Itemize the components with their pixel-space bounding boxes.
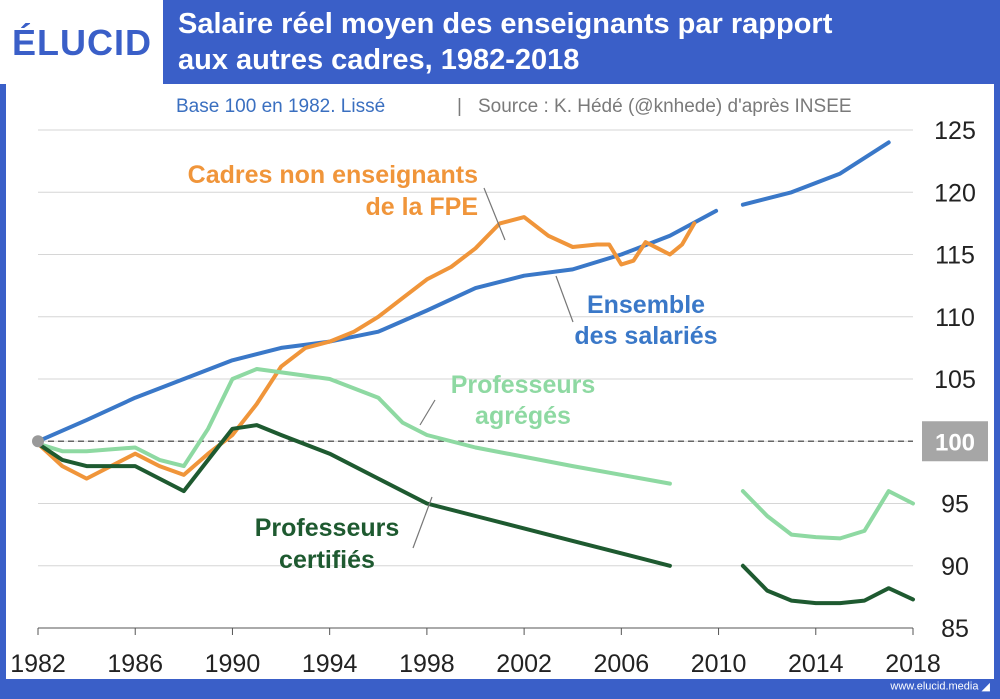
x-tick-label-2002: 2002 (496, 650, 552, 678)
subtitle-source: Source : K. Hédé (@knhede) d'après INSEE (478, 96, 852, 117)
x-tick-label-2018: 2018 (885, 650, 941, 678)
x-tick-label-1986: 1986 (107, 650, 163, 678)
series-cadres-segment-1 (36, 215, 697, 481)
series-label-certifies-line-1: Professeurs (255, 514, 400, 542)
footer: www.elucid.media ◢ (800, 680, 990, 698)
logo-text: ÉLUCID (12, 22, 152, 63)
series-label-agreges-line-1: Professeurs (451, 371, 596, 399)
title-line-2: aux autres cadres, 1982-2018 (178, 44, 580, 76)
grid-layer: 125 120 115 110 105 100 95 90 85 1982 1986 1990 1994… (10, 117, 988, 678)
series-certifies-segment-2 (740, 563, 915, 606)
logo-mark-icon: ◢ (981, 681, 990, 693)
series-label-cadres-line-1: Cadres non enseignants (188, 161, 478, 189)
title-line-1: Salaire réel moyen des enseignants par r… (178, 8, 833, 40)
y-tick-label-85: 85 (941, 615, 969, 643)
series-ensemble-segment-2 (740, 140, 891, 207)
y-tick-label-95: 95 (941, 491, 969, 519)
header: ÉLUCID Salaire réel moyen des enseignant… (0, 0, 1000, 84)
y-tick-label-120: 120 (934, 179, 976, 207)
series-label-certifies-line-2: certifiés (279, 546, 375, 574)
chart-panel (6, 84, 994, 679)
logo[interactable]: ÉLUCID (0, 0, 163, 84)
series-label-ensemble-line-1: Ensemble (587, 291, 705, 319)
series-label-ensemble-line-2: des salariés (574, 322, 717, 350)
series-agreges-segment-2 (740, 489, 915, 541)
chart-title: Salaire réel moyen des enseignants par r… (178, 6, 978, 78)
x-tick-label-1990: 1990 (205, 650, 261, 678)
label-layer: Ensemble des salariés Cadres non enseignan… (188, 161, 718, 574)
y-tick-label-105: 105 (934, 366, 976, 394)
series-certifies-segment-1 (36, 423, 672, 568)
subtitle-base: Base 100 en 1982. Lissé (176, 96, 385, 117)
series-ensemble-segment-1 (36, 208, 719, 444)
x-tick-label-2014: 2014 (788, 650, 844, 678)
x-tick-label-1998: 1998 (399, 650, 455, 678)
x-tick-label-1982: 1982 (10, 650, 66, 678)
y-tick-label-90: 90 (941, 553, 969, 581)
y-tick-label-110: 110 (935, 304, 975, 332)
y-tick-label-115: 115 (935, 242, 975, 270)
label-leader-certifies (412, 496, 433, 549)
x-tick-label-2010: 2010 (691, 650, 747, 678)
website-link[interactable]: www.elucid.media (890, 680, 979, 693)
label-leader-cadres (483, 187, 506, 241)
series-label-cadres-line-2: de la FPE (365, 193, 478, 221)
series-layer (32, 140, 915, 606)
label-leader-agreges (419, 399, 436, 426)
label-leader-ensemble (555, 275, 574, 323)
y-tick-label-100: 100 (935, 429, 975, 456)
y-tick-label-125: 125 (934, 117, 976, 145)
series-agreges-segment-1 (36, 367, 672, 486)
x-tick-label-2006: 2006 (594, 650, 650, 678)
start-point-marker (32, 435, 44, 448)
x-tick-label-1994: 1994 (302, 650, 358, 678)
y-tick-highlight-box (922, 421, 988, 462)
series-label-agreges-line-2: agrégés (475, 402, 571, 430)
subtitle-separator: | (457, 96, 462, 117)
